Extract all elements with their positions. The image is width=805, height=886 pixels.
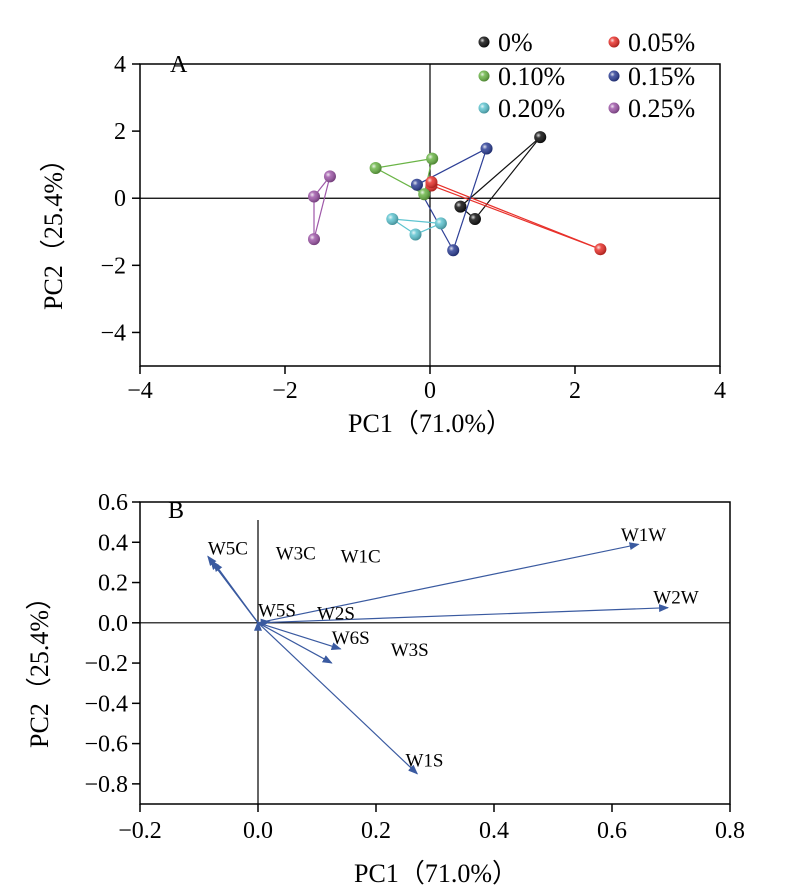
connector-0-10pct [375, 158, 433, 169]
panel-a-label: A [170, 52, 188, 78]
vector-label-w2s: W2S [317, 604, 355, 625]
point-shine-0-05pct [594, 243, 607, 256]
panel-a-x-tick-label: −4 [127, 378, 153, 404]
vector-label-w3c: W3C [276, 543, 316, 564]
panel-b-y-axis-label: PC2（25.4%） [25, 584, 54, 748]
legend-label-0-05pct: 0.05% [628, 28, 695, 57]
point-shine-0-20pct [434, 217, 447, 230]
legend-label-0-10pct: 0.10% [498, 62, 565, 91]
point-shine-0-20pct [409, 228, 422, 241]
panel-b-x-tick-label: 0.8 [715, 818, 745, 844]
legend-swatch-shine-0-15pct [608, 70, 620, 82]
panel-b-y-tick-label: −0.2 [84, 651, 128, 677]
connector-0-10pct [423, 158, 433, 195]
panel-b-y-tick-label: −0.6 [84, 732, 128, 758]
vector-label-w6s: W6S [332, 628, 370, 649]
panel-a-y-tick-label: 0 [114, 186, 126, 212]
panel-a-connector-lines [313, 136, 601, 251]
vector-label-w3s: W3S [391, 640, 429, 661]
vector-label-w5c: W5C [208, 538, 248, 559]
panel-b-x-ticks: −0.2 0.0 0.2 0.4 0.6 0.8 [118, 804, 745, 844]
panel-b-y-tick-label: 0.2 [98, 571, 128, 597]
panel-a-x-axis-label: PC1（71.0%） [348, 409, 512, 438]
panel-b-x-tick-label: −0.2 [118, 818, 162, 844]
panel-b-x-tick-label: 0.6 [597, 818, 627, 844]
point-shine-0-25pct [308, 190, 320, 203]
legend-swatch-shine-0-05pct [608, 36, 620, 48]
panel-b-y-tick-label: −0.4 [84, 691, 128, 717]
point-shine-0-25pct [323, 170, 336, 183]
legend-swatch-shine-0pct [478, 36, 490, 48]
legend-label-0pct: 0% [498, 28, 533, 57]
panel-b: B −0.2 0.0 0.2 0.4 0.6 0.8 0.60.40.20.0−0.2−0… [25, 490, 745, 886]
point-shine-0-15pct [480, 142, 493, 155]
panel-a-points [308, 131, 607, 257]
panel-b-vector-labels: W1W W2W W1S W3S W6S W2S W5S W5C W3C W1C [208, 525, 699, 771]
arrow-w1c [210, 559, 259, 624]
panel-b-zero-lines [140, 520, 730, 804]
connector-0-05pct [431, 181, 601, 250]
panel-b-y-tick-label: 0.4 [98, 530, 128, 556]
connector-0-15pct [452, 148, 488, 251]
legend-swatch-shine-0-20pct [478, 102, 490, 114]
panel-a-x-tick-label: 4 [714, 378, 726, 404]
legend-label-0-15pct: 0.15% [628, 62, 695, 91]
panel-a-zero-lines [140, 64, 720, 366]
panel-b-y-tick-label: 0.6 [98, 490, 128, 516]
panel-b-loading-arrows [207, 542, 670, 775]
point-shine-0-10pct [418, 188, 431, 201]
vector-label-w1w: W1W [621, 525, 666, 546]
point-shine-0-10pct [426, 152, 439, 165]
legend-swatch-shine-0-25pct [608, 102, 620, 114]
connector-0pct [460, 136, 541, 208]
point-shine-0-05pct [425, 176, 438, 189]
panel-a-x-tick-label: 2 [569, 378, 581, 404]
connector-0-20pct [392, 218, 441, 224]
point-shine-0-10pct [369, 162, 382, 175]
panel-a-x-tick-label: 0 [424, 378, 436, 404]
panel-b-x-tick-label: 0.4 [479, 818, 509, 844]
panel-a-legend: 0% 0.05% 0.10% 0.15% 0.20% 0.25% [478, 28, 695, 123]
panel-a-y-tick-label: −2 [100, 253, 126, 279]
panel-a-x-ticks: −4 −2 0 2 4 [127, 366, 726, 404]
panel-a-x-tick-label: −2 [272, 378, 298, 404]
panel-a: A −4 −2 0 2 4 −4 −2 0 2 4 0% 0.05% 0.10% 0.15% 0.20%… [39, 28, 726, 438]
panel-b-frame [139, 501, 731, 805]
point-shine-0-25pct [308, 233, 320, 246]
arrow-w1w [257, 542, 640, 624]
legend-label-0-20pct: 0.20% [498, 94, 565, 123]
point-shine-0-15pct [447, 244, 460, 257]
panel-b-x-tick-label: 0.0 [243, 818, 273, 844]
point-shine-0pct [534, 131, 547, 144]
panel-b-x-tick-label: 0.2 [361, 818, 391, 844]
legend-swatch-shine-0-10pct [478, 70, 490, 82]
panel-a-y-tick-label: 4 [114, 52, 126, 78]
point-shine-0-15pct [410, 178, 423, 191]
vector-label-w2w: W2W [653, 588, 698, 609]
vector-label-w5s: W5S [258, 601, 296, 622]
legend-label-0-25pct: 0.25% [628, 94, 695, 123]
panel-b-x-axis-label: PC1（71.0%） [354, 859, 518, 886]
arrow-w1s [257, 622, 419, 775]
panel-a-y-axis-label: PC2（25.4%） [39, 146, 68, 310]
vector-label-w1c: W1C [341, 546, 381, 567]
panel-b-y-tick-label: 0.0 [98, 611, 128, 637]
vector-label-w1s: W1S [406, 751, 444, 772]
panel-a-y-tick-label: −4 [100, 320, 126, 346]
arrow-w2w [257, 604, 670, 624]
panel-a-y-ticks: −4 −2 0 2 4 [100, 52, 140, 346]
panel-b-label: B [168, 498, 184, 524]
connector-0-25pct [313, 176, 331, 240]
panel-b-y-tick-label: −0.8 [84, 772, 128, 798]
point-shine-0-20pct [386, 213, 399, 226]
panel-b-y-ticks: 0.6 0.4 0.2 0.0 −0.2 −0.4 −0.6 −0.8 [84, 490, 140, 798]
arrow-w3s [257, 622, 333, 664]
panel-a-y-tick-label: 2 [114, 119, 126, 145]
point-shine-0pct [454, 200, 467, 213]
point-shine-0pct [468, 213, 481, 226]
arrow-w6s [257, 622, 342, 651]
